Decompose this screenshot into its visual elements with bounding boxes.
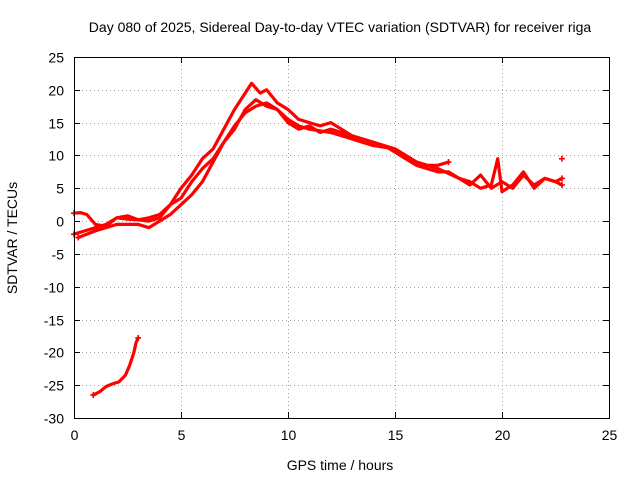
x-tick-label: 10 <box>281 427 297 443</box>
plot-frame <box>74 57 610 419</box>
y-tick-label: -10 <box>44 280 64 296</box>
y-tick-label: -5 <box>52 247 65 263</box>
y-tick-label: 0 <box>56 214 64 230</box>
series-trace-early-end-point <box>135 334 142 341</box>
x-tick-label: 0 <box>71 427 79 443</box>
grid <box>74 57 609 418</box>
x-tick-label: 20 <box>495 427 511 443</box>
isolated-data-point <box>558 155 565 162</box>
y-tick-label: 25 <box>48 50 64 66</box>
axes: 0 5 10 15 20 25 25 20 15 10 5 0 -5 -10 -15 -20 -25 -30 <box>44 50 618 444</box>
series-trace-early <box>91 336 140 397</box>
y-tick-label: 5 <box>56 181 64 197</box>
y-tick-label: 15 <box>48 116 64 132</box>
y-axis-label: SDTVAR / TECUs <box>4 182 20 294</box>
y-tick-label: -25 <box>44 378 64 394</box>
series-trace-b <box>72 101 564 236</box>
x-tick-label: 5 <box>178 427 186 443</box>
series-trace-early-start-point <box>90 392 97 399</box>
y-tick-label: 20 <box>48 83 64 99</box>
series-trace-a-end-point <box>445 159 452 166</box>
y-tick-label: -20 <box>44 345 64 361</box>
series-trace-c <box>76 98 564 240</box>
y-tick-label: -30 <box>44 411 64 427</box>
series-trace-c-start-point <box>75 234 82 241</box>
series-trace-b-end-point <box>558 181 565 188</box>
series-trace-c-end-point <box>558 175 565 182</box>
chart-title: Day 080 of 2025, Sidereal Day-to-day VTE… <box>89 19 592 35</box>
x-tick-label: 15 <box>388 427 404 443</box>
x-axis-label: GPS time / hours <box>287 457 394 473</box>
data-series <box>71 81 565 399</box>
x-tick-label: 25 <box>602 427 618 443</box>
y-tick-label: -15 <box>44 313 64 329</box>
y-tick-label: 10 <box>48 148 64 164</box>
